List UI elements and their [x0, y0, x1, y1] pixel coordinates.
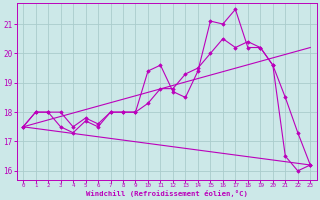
X-axis label: Windchill (Refroidissement éolien,°C): Windchill (Refroidissement éolien,°C) [86, 190, 248, 197]
